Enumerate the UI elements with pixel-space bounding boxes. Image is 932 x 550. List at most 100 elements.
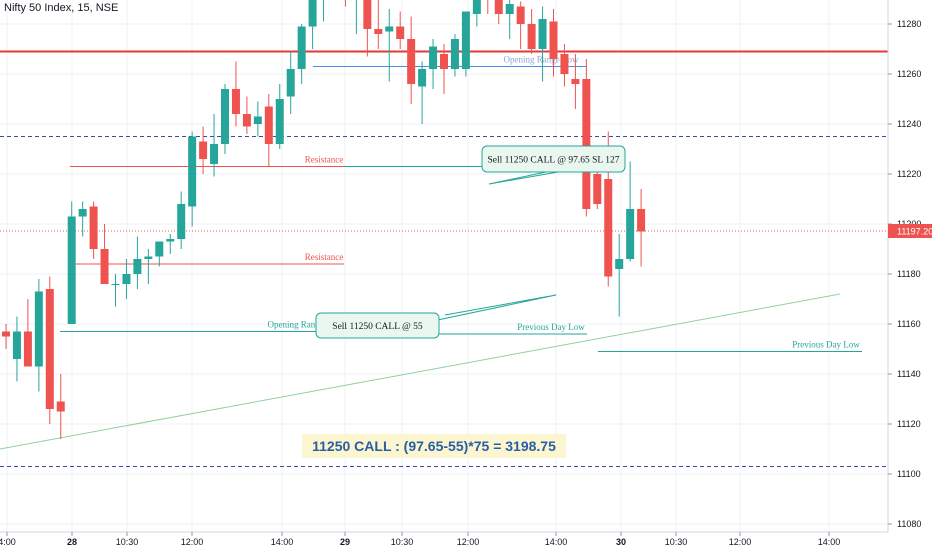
candle-body [626, 209, 635, 259]
candle [111, 274, 120, 307]
trend-line [0, 293, 841, 450]
candle-body [221, 89, 229, 144]
y-tick-label: 11140 [897, 369, 921, 379]
x-tick-label: 4:00 [0, 537, 16, 547]
x-tick-label: 10:30 [665, 537, 688, 547]
candle-body [45, 289, 54, 409]
y-tick-label: 11080 [897, 519, 921, 529]
callout-pointer [488, 171, 559, 185]
candle-body [516, 6, 525, 24]
y-tick-label: 11260 [897, 69, 921, 79]
candle [144, 249, 153, 284]
candle [626, 161, 635, 262]
candle-body [308, 0, 317, 27]
candle-body [527, 24, 536, 49]
candle [166, 234, 175, 254]
candle-body [264, 106, 273, 144]
callout-text: Sell 11250 CALL @ 55 [332, 322, 423, 332]
candle-body [111, 284, 120, 285]
candle [615, 234, 624, 317]
candle [472, 0, 481, 27]
candle [355, 0, 357, 34]
candle [56, 374, 65, 439]
candle [45, 276, 54, 424]
pnl-annotation-text: 11250 CALL : (97.65-55)*75 = 3198.75 [312, 438, 556, 454]
last-price-tag [888, 224, 932, 238]
candle-body [494, 0, 503, 14]
candle-body [440, 54, 448, 69]
candle-body [407, 39, 416, 84]
candle-body [67, 216, 76, 324]
candle-body [188, 136, 197, 207]
candle-body [538, 19, 547, 49]
candle-body [571, 79, 580, 84]
candle [560, 44, 569, 87]
y-tick-label: 11240 [897, 119, 921, 129]
candle [385, 9, 394, 82]
x-tick-label: 14:00 [545, 537, 568, 547]
candle [344, 0, 346, 7]
candle-body [231, 89, 240, 114]
candle [67, 201, 76, 324]
candle-body [615, 259, 624, 269]
candle [571, 54, 580, 109]
level-label-resistance-mid: Resistance [305, 155, 344, 165]
candle [275, 84, 284, 149]
candle [582, 59, 591, 217]
candle-body [286, 69, 295, 97]
candle [418, 61, 427, 124]
candle [396, 11, 405, 49]
level-label-prev-day-low-mid: Previous Day Low [517, 322, 585, 332]
candle-body [505, 4, 514, 14]
candle-body [2, 331, 10, 337]
candle [549, 9, 558, 77]
x-tick-label: 12:00 [181, 537, 204, 547]
candle [78, 201, 87, 237]
candle-body [210, 144, 219, 164]
candle-body [450, 39, 459, 69]
callout-box [481, 145, 626, 173]
y-tick-label: 11180 [897, 269, 921, 279]
candle [440, 44, 448, 94]
pnl-annotation-bg [302, 434, 566, 458]
candle [538, 6, 547, 82]
candle-body [637, 209, 646, 232]
y-tick-label: 11160 [897, 319, 921, 329]
candle-body [34, 291, 43, 367]
trade-callout: Sell 11250 CALL @ 97.65 SL 127 [481, 145, 626, 185]
candle [89, 201, 98, 259]
candle [23, 299, 32, 367]
candle-body [604, 179, 613, 277]
candle-body [23, 331, 32, 367]
level-label-prev-day-low-right: Previous Day Low [792, 340, 860, 350]
candle [231, 61, 240, 127]
candle [308, 0, 317, 49]
candle-body [429, 46, 438, 69]
x-tick-label: 14:00 [818, 537, 841, 547]
candle [494, 0, 503, 24]
candle-body [12, 331, 21, 359]
candle [100, 224, 109, 284]
candle [637, 189, 646, 267]
candle-body [100, 249, 109, 284]
x-tick-label: 14:00 [271, 537, 294, 547]
y-axis: 1108011100111201114011160111801120011220… [887, 0, 932, 532]
x-tick-label: 12:00 [729, 537, 752, 547]
level-label-opening-range-low: Opening Range Low [268, 320, 343, 330]
candle-body [549, 21, 558, 59]
candle [177, 191, 186, 249]
candle-body [472, 0, 481, 14]
x-tick-label: 29 [340, 537, 350, 547]
candle-body [199, 141, 208, 159]
callout-pointer [432, 294, 557, 322]
x-tick-label: 28 [67, 537, 77, 547]
candle-body [297, 26, 306, 69]
candle-body [78, 209, 87, 217]
candle [516, 1, 525, 49]
candle-body [166, 239, 175, 242]
candle [363, 0, 372, 57]
candle [12, 316, 21, 382]
candles [2, 0, 646, 439]
